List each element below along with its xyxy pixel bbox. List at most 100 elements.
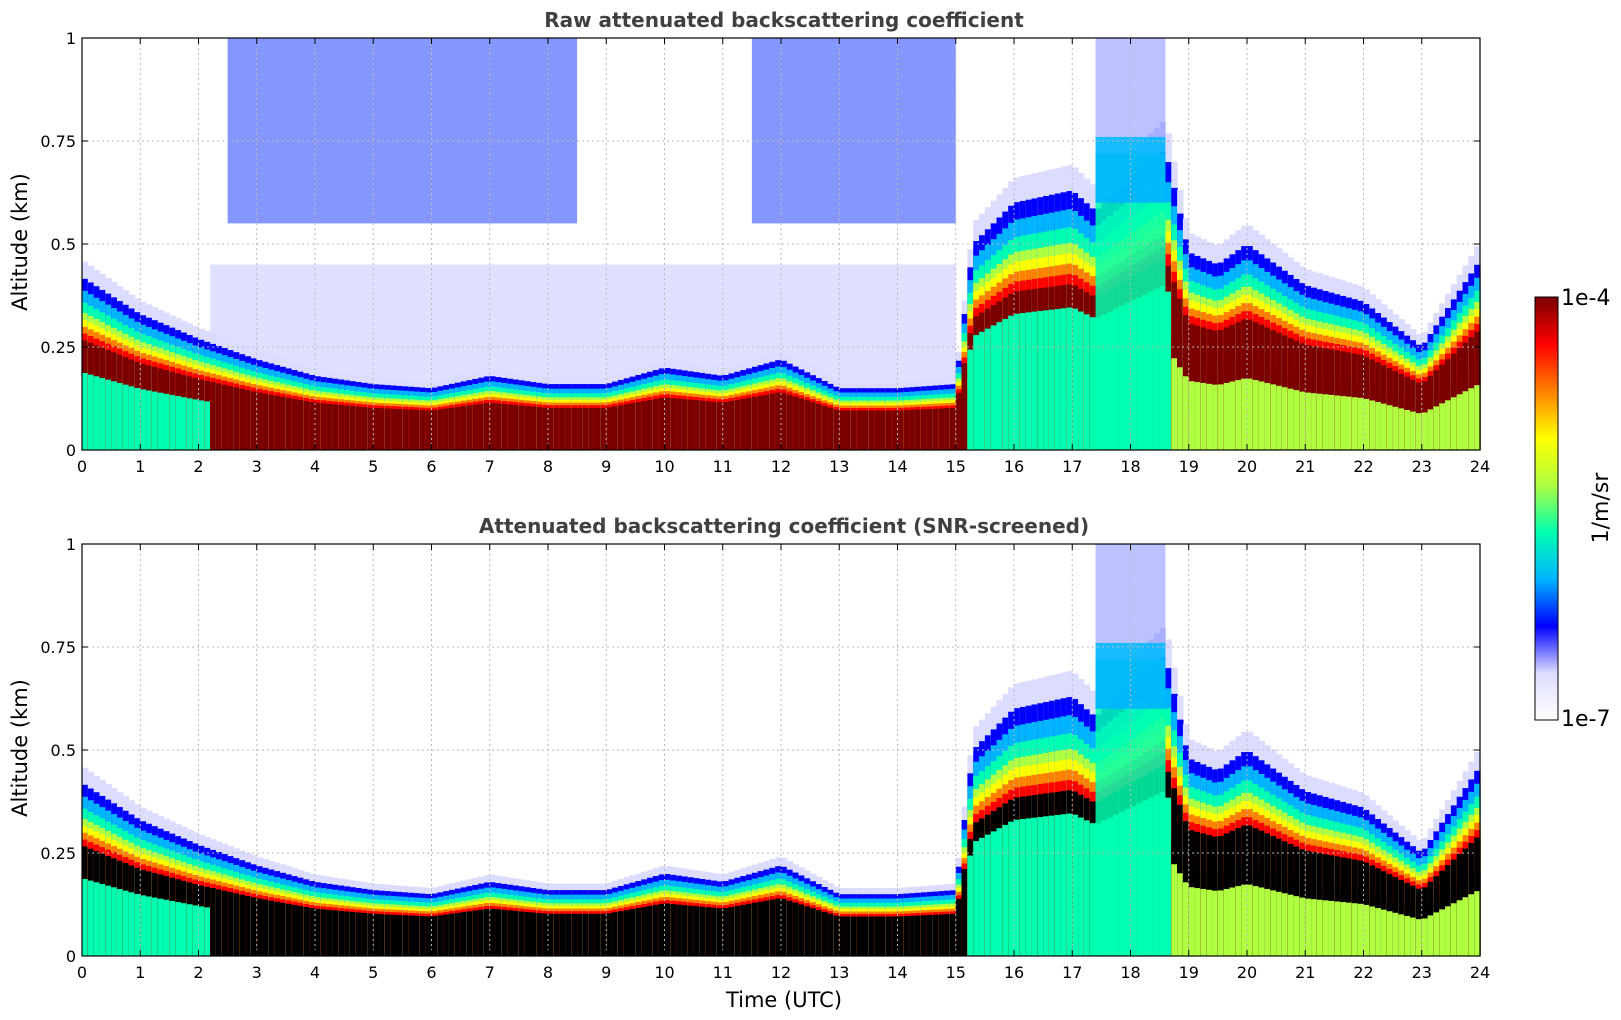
surface-layer-cell [87,880,95,956]
surface-layer-cell [1421,412,1429,450]
layer-cell [332,404,339,450]
noise-clutter-region [227,38,578,224]
surface-layer-cell [1200,382,1207,450]
y-tick-label: 0.25 [40,844,76,863]
surface-layer-cell [146,390,153,450]
surface-layer-cell [1043,816,1050,956]
surface-layer-cell [116,888,124,956]
surface-layer-cell [1474,385,1481,450]
surface-layer-cell [1048,815,1056,956]
layer-cell [775,898,782,956]
x-tick-label: 12 [771,963,791,982]
layer-cell [600,407,607,450]
surface-layer-cell [1415,413,1423,450]
layer-cell [396,409,403,450]
layer-cell [833,409,840,450]
colorbar-unit-label: 1/m/sr [1589,472,1614,544]
layer-cell [373,407,380,450]
layer-cell [629,403,636,450]
layer-cell [239,388,246,450]
layer-cell [804,906,811,956]
layer-cell [827,913,835,956]
surface-layer-cell [1247,378,1254,450]
layer-cell [845,916,852,956]
layer-cell [425,916,433,956]
layer-cell [489,402,497,450]
surface-layer-cell [1380,909,1388,956]
layer-cell [617,405,625,450]
x-tick-label: 24 [1470,457,1490,476]
grid-raw [82,38,1480,450]
surface-layer-cell [1369,906,1376,956]
layer-cell [326,909,334,956]
surface-layer-cell [1287,894,1295,956]
surface-layer-cell [1270,890,1277,956]
layer-cell [309,908,316,956]
surface-layer-cell [1311,393,1318,450]
surface-layer-cell [1182,376,1190,450]
layer-cell [338,910,345,956]
layer-cell [629,909,636,956]
x-tick-label: 9 [601,457,611,476]
layer-cell [495,909,502,956]
surface-layer-cell [1264,888,1271,956]
layer-cell [676,398,683,450]
surface-layer-cell [1188,381,1196,450]
surface-layer-cell [1037,310,1044,450]
y-tick-label: 0.5 [51,741,76,760]
surface-layer-cell [1060,814,1068,956]
surface-layer-cell [1369,400,1376,450]
layer-cell [693,906,701,956]
surface-layer-cell [996,322,1003,450]
surface-layer-cell [87,374,95,450]
layer-cell [681,905,689,956]
layer-cell [303,400,310,450]
layer-cell [291,904,299,956]
layer-cell [542,913,549,956]
x-tick-label: 1 [135,963,145,982]
surface-layer-cell [163,393,170,450]
surface-layer-cell [1194,382,1202,450]
surface-layer-cell [1043,310,1050,450]
surface-layer-cell [1392,912,1400,956]
layer-cell [781,392,788,450]
layer-cell [897,410,904,450]
surface-layer-cell [1083,820,1091,956]
x-tick-label: 17 [1062,457,1082,476]
surface-layer-cell [1316,393,1324,450]
layer-cell [716,402,724,450]
layer-cell [274,901,281,956]
surface-layer-cell [1165,797,1172,956]
layer-cell [658,397,666,450]
layer-cell [961,362,968,450]
layer-cell [460,912,468,956]
surface-layer-cell [1019,313,1027,450]
surface-layer-cell [1217,890,1225,956]
layer-cell [414,915,421,956]
layer-cell [437,409,444,450]
surface-layer-cell [1450,397,1458,450]
x-tick-label: 23 [1412,963,1432,982]
layer-cell [577,407,584,450]
layer-cell [285,903,293,956]
layer-cell [507,404,514,450]
layer-cell [280,902,287,956]
surface-layer-cell [82,878,89,956]
layer-cell [821,405,829,450]
surface-layer-cell [1072,308,1079,450]
noise-clutter-region [751,38,956,224]
surface-layer-cell [1415,919,1423,956]
layer-cell [815,403,823,450]
layer-cell [839,916,846,956]
layer-cell [256,898,264,956]
x-tick-label: 4 [310,963,320,982]
surface-layer-cell [146,896,153,956]
layer-cell [390,914,398,956]
y-tick-label: 0 [66,947,76,966]
layer-cell [944,408,951,450]
surface-layer-cell [1276,891,1283,956]
layer-cell [297,399,304,450]
layer-cell [850,410,858,450]
surface-layer-cell [151,897,159,956]
surface-layer-cell [204,401,211,450]
